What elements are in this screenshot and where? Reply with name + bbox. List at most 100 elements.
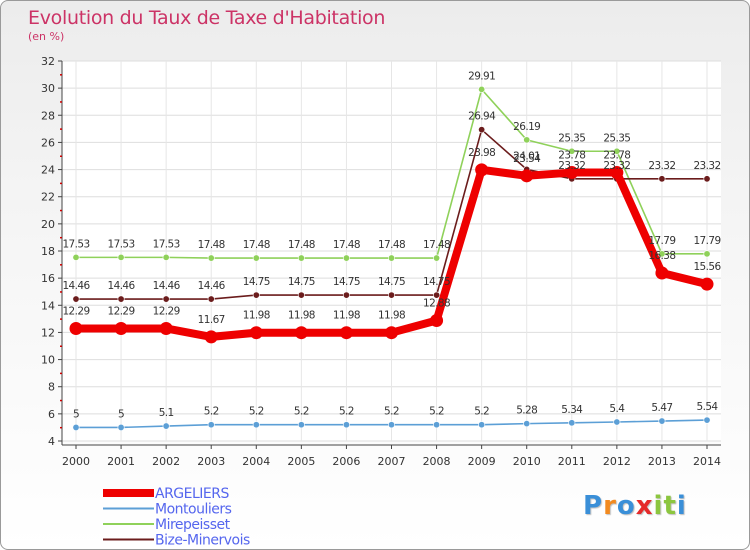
data-point-bize <box>297 291 305 299</box>
data-point-mirepeisset <box>523 136 531 144</box>
data-label-mirepeisset: 17.48 <box>288 239 315 251</box>
data-point-argeliers <box>385 326 398 340</box>
data-point-argeliers <box>339 326 353 340</box>
data-point-montouliers <box>162 422 170 430</box>
y-tick-label: 22 <box>41 191 55 204</box>
y-tick-label: 8 <box>48 381 55 394</box>
data-point-bize <box>72 295 80 303</box>
y-minor-tick <box>60 399 62 402</box>
data-label-bize: 23.32 <box>693 160 720 172</box>
data-label-bize: 14.46 <box>108 280 136 292</box>
data-label-montouliers: 5.2 <box>429 406 444 418</box>
data-label-argeliers: 12.29 <box>108 305 135 317</box>
x-tick-label: 2013 <box>648 455 676 468</box>
data-label-bize: 14.46 <box>153 280 181 292</box>
y-tick-label: 10 <box>41 354 55 367</box>
x-tick-label: 2008 <box>423 455 451 468</box>
data-point-mirepeisset <box>433 254 441 262</box>
data-label-argeliers: 12.29 <box>62 305 89 317</box>
data-label-montouliers: 5 <box>118 408 124 420</box>
data-label-montouliers: 5.2 <box>204 406 219 418</box>
data-label-mirepeisset: 17.53 <box>62 238 89 250</box>
y-tick-label: 32 <box>41 55 55 68</box>
y-tick-label: 28 <box>41 109 55 122</box>
y-tick-label: 12 <box>41 326 55 339</box>
data-label-montouliers: 5.2 <box>384 406 399 418</box>
data-label-mirepeisset: 29.91 <box>468 70 495 82</box>
data-label-montouliers: 5.54 <box>697 401 719 413</box>
x-tick-label: 2004 <box>242 455 270 468</box>
data-point-montouliers <box>658 417 666 425</box>
data-label-mirepeisset: 17.48 <box>198 239 225 251</box>
data-point-mirepeisset <box>207 254 215 262</box>
data-point-mirepeisset <box>613 147 621 155</box>
data-label-argeliers: 23.98 <box>468 147 495 159</box>
data-point-mirepeisset <box>342 254 350 262</box>
data-label-bize: 14.75 <box>423 276 450 288</box>
legend-label-bize: Bize-Minervois <box>155 533 250 549</box>
data-label-argeliers: 12.29 <box>153 305 180 317</box>
data-point-bize <box>252 291 260 299</box>
x-tick-label: 2012 <box>603 455 631 468</box>
data-label-mirepeisset: 17.53 <box>108 238 135 250</box>
data-point-bize <box>658 175 666 183</box>
data-point-argeliers <box>294 326 308 340</box>
logo-letter: P <box>583 491 604 521</box>
data-label-argeliers: 11.98 <box>243 310 270 322</box>
data-label-mirepeisset: 17.48 <box>423 239 450 251</box>
y-tick-label: 14 <box>41 299 55 312</box>
data-label-mirepeisset: 17.48 <box>243 239 270 251</box>
data-label-mirepeisset: 25.35 <box>558 132 585 144</box>
data-point-bize <box>162 295 170 303</box>
data-point-montouliers <box>252 421 260 429</box>
data-point-argeliers <box>159 321 173 335</box>
x-tick-label: 2002 <box>152 455 180 468</box>
y-tick-label: 26 <box>41 136 55 149</box>
y-minor-tick <box>60 155 62 157</box>
data-point-argeliers <box>655 266 669 280</box>
data-label-montouliers: 5.1 <box>159 407 174 419</box>
data-label-bize: 14.46 <box>198 280 226 292</box>
data-label-mirepeisset: 17.53 <box>153 238 180 250</box>
logo-letter: t <box>663 491 677 521</box>
data-label-mirepeisset: 26.19 <box>513 121 540 133</box>
logo-letter: r <box>603 491 617 521</box>
x-tick-label: 2011 <box>558 455 586 468</box>
data-point-argeliers <box>610 166 624 180</box>
data-point-mirepeisset <box>297 254 305 262</box>
x-tick-label: 2010 <box>513 455 541 468</box>
x-tick-label: 2009 <box>468 455 496 468</box>
y-minor-tick <box>60 318 62 320</box>
data-point-mirepeisset <box>703 250 711 258</box>
data-point-montouliers <box>297 421 305 429</box>
data-point-mirepeisset <box>568 147 576 155</box>
legend-label-argeliers: ARGELIERS <box>155 486 230 502</box>
y-tick-label: 6 <box>48 408 55 421</box>
data-label-mirepeisset: 17.48 <box>378 239 405 251</box>
data-label-argeliers: 15.56 <box>693 261 721 273</box>
proxiti-logo: Proxiti <box>583 491 687 521</box>
x-tick-label: 2007 <box>378 455 406 468</box>
y-minor-tick <box>60 345 62 347</box>
data-point-bize <box>342 291 350 299</box>
data-label-argeliers: 12.88 <box>423 297 450 309</box>
data-label-mirepeisset: 17.48 <box>333 239 360 251</box>
legend-label-mirepeisset: Mirepeisset <box>155 517 231 533</box>
data-label-argeliers: 23.78 <box>603 150 630 162</box>
data-point-montouliers <box>117 423 125 431</box>
data-label-bize: 23.32 <box>603 160 630 172</box>
y-minor-tick <box>60 264 62 266</box>
data-point-argeliers <box>69 321 83 335</box>
legend-label-montouliers: Montouliers <box>155 502 232 518</box>
data-point-bize <box>433 291 441 299</box>
data-label-bize: 23.32 <box>558 160 585 172</box>
data-label-bize: 14.75 <box>243 276 270 288</box>
y-minor-tick <box>60 128 62 130</box>
data-label-bize: 24.01 <box>513 150 540 162</box>
y-tick-label: 20 <box>41 218 55 231</box>
data-point-bize <box>703 175 711 183</box>
x-tick-label: 2000 <box>62 455 90 468</box>
data-label-montouliers: 5.4 <box>609 403 625 415</box>
data-label-montouliers: 5.2 <box>249 406 264 418</box>
